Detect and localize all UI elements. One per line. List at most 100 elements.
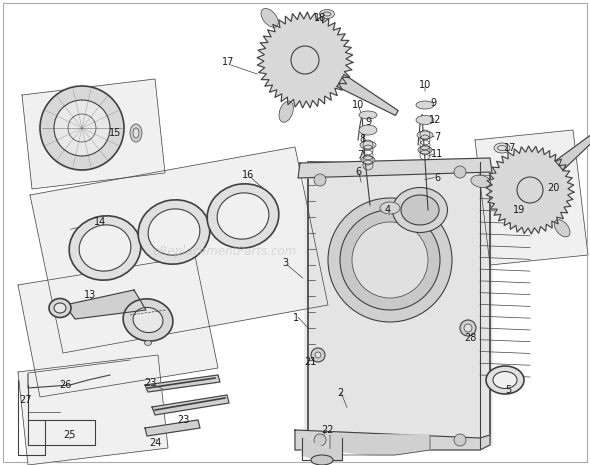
Circle shape <box>352 222 428 298</box>
Circle shape <box>328 198 452 322</box>
Ellipse shape <box>359 125 377 135</box>
Text: 6: 6 <box>434 173 440 183</box>
Text: 9: 9 <box>365 117 371 127</box>
Ellipse shape <box>138 200 210 264</box>
Circle shape <box>314 174 326 186</box>
Circle shape <box>68 114 96 142</box>
Circle shape <box>454 166 466 178</box>
Text: 13: 13 <box>84 290 96 300</box>
Text: 11: 11 <box>431 149 443 159</box>
Ellipse shape <box>130 124 142 142</box>
Ellipse shape <box>554 220 570 237</box>
Ellipse shape <box>79 225 131 271</box>
Ellipse shape <box>69 216 141 280</box>
Ellipse shape <box>471 175 491 187</box>
Circle shape <box>460 320 476 336</box>
Polygon shape <box>555 128 590 170</box>
Circle shape <box>54 100 110 156</box>
Polygon shape <box>475 130 588 265</box>
Ellipse shape <box>486 366 524 394</box>
Polygon shape <box>295 430 490 450</box>
Circle shape <box>340 210 440 310</box>
Ellipse shape <box>494 143 510 153</box>
Text: 1: 1 <box>293 313 299 323</box>
Circle shape <box>464 324 472 332</box>
Text: 7: 7 <box>357 150 363 160</box>
Text: 22: 22 <box>322 425 335 435</box>
Polygon shape <box>308 162 490 445</box>
Polygon shape <box>486 146 574 234</box>
Ellipse shape <box>493 372 517 388</box>
Text: 17: 17 <box>504 143 516 153</box>
Text: 9: 9 <box>430 98 436 108</box>
Text: 21: 21 <box>304 357 316 367</box>
Ellipse shape <box>401 195 439 225</box>
Polygon shape <box>305 162 492 452</box>
Text: 8: 8 <box>359 134 365 144</box>
Text: 17: 17 <box>222 57 234 67</box>
Ellipse shape <box>217 193 269 239</box>
Text: 23: 23 <box>177 415 189 425</box>
Text: 10: 10 <box>352 100 364 110</box>
Ellipse shape <box>279 101 293 122</box>
Ellipse shape <box>418 146 432 154</box>
Ellipse shape <box>320 9 335 19</box>
Text: 12: 12 <box>429 115 441 125</box>
Circle shape <box>454 434 466 446</box>
Ellipse shape <box>360 141 376 149</box>
Text: 23: 23 <box>144 378 156 388</box>
Polygon shape <box>302 438 342 462</box>
Ellipse shape <box>49 299 71 318</box>
Ellipse shape <box>359 111 377 119</box>
Ellipse shape <box>148 209 200 255</box>
Text: 4: 4 <box>385 205 391 215</box>
Polygon shape <box>298 158 492 178</box>
Ellipse shape <box>380 202 400 214</box>
Text: 2: 2 <box>337 388 343 398</box>
Text: 19: 19 <box>513 205 525 215</box>
Text: 3: 3 <box>282 258 288 268</box>
Ellipse shape <box>133 128 139 138</box>
Ellipse shape <box>392 187 447 232</box>
Ellipse shape <box>145 340 152 345</box>
Text: 25: 25 <box>64 430 76 440</box>
Polygon shape <box>22 79 165 189</box>
Text: 14: 14 <box>94 217 106 227</box>
Text: 26: 26 <box>59 380 71 390</box>
Circle shape <box>291 46 319 74</box>
Polygon shape <box>18 256 218 397</box>
Polygon shape <box>337 74 398 115</box>
Circle shape <box>315 352 321 358</box>
Polygon shape <box>30 147 328 353</box>
Text: 7: 7 <box>434 132 440 142</box>
Ellipse shape <box>54 303 66 313</box>
Text: eReplacementParts.com: eReplacementParts.com <box>152 245 296 258</box>
Circle shape <box>517 177 543 203</box>
Ellipse shape <box>323 12 331 16</box>
Text: 27: 27 <box>19 395 31 405</box>
Polygon shape <box>257 12 353 108</box>
Circle shape <box>314 434 326 446</box>
Circle shape <box>40 86 124 170</box>
Text: 20: 20 <box>547 183 559 193</box>
Ellipse shape <box>361 156 375 164</box>
Polygon shape <box>152 395 229 415</box>
Ellipse shape <box>416 101 434 109</box>
Polygon shape <box>145 420 200 436</box>
Polygon shape <box>330 435 430 455</box>
Text: 18: 18 <box>314 13 326 23</box>
Text: 28: 28 <box>464 333 476 343</box>
Ellipse shape <box>417 131 433 139</box>
Circle shape <box>311 348 325 362</box>
Polygon shape <box>145 375 220 392</box>
Polygon shape <box>18 355 168 465</box>
Text: 5: 5 <box>505 385 511 395</box>
Ellipse shape <box>261 8 278 27</box>
Ellipse shape <box>207 184 279 248</box>
Text: 15: 15 <box>109 128 121 138</box>
Text: 6: 6 <box>355 167 361 177</box>
Ellipse shape <box>123 299 173 341</box>
Ellipse shape <box>416 115 434 125</box>
Ellipse shape <box>133 307 163 332</box>
Polygon shape <box>65 290 146 319</box>
